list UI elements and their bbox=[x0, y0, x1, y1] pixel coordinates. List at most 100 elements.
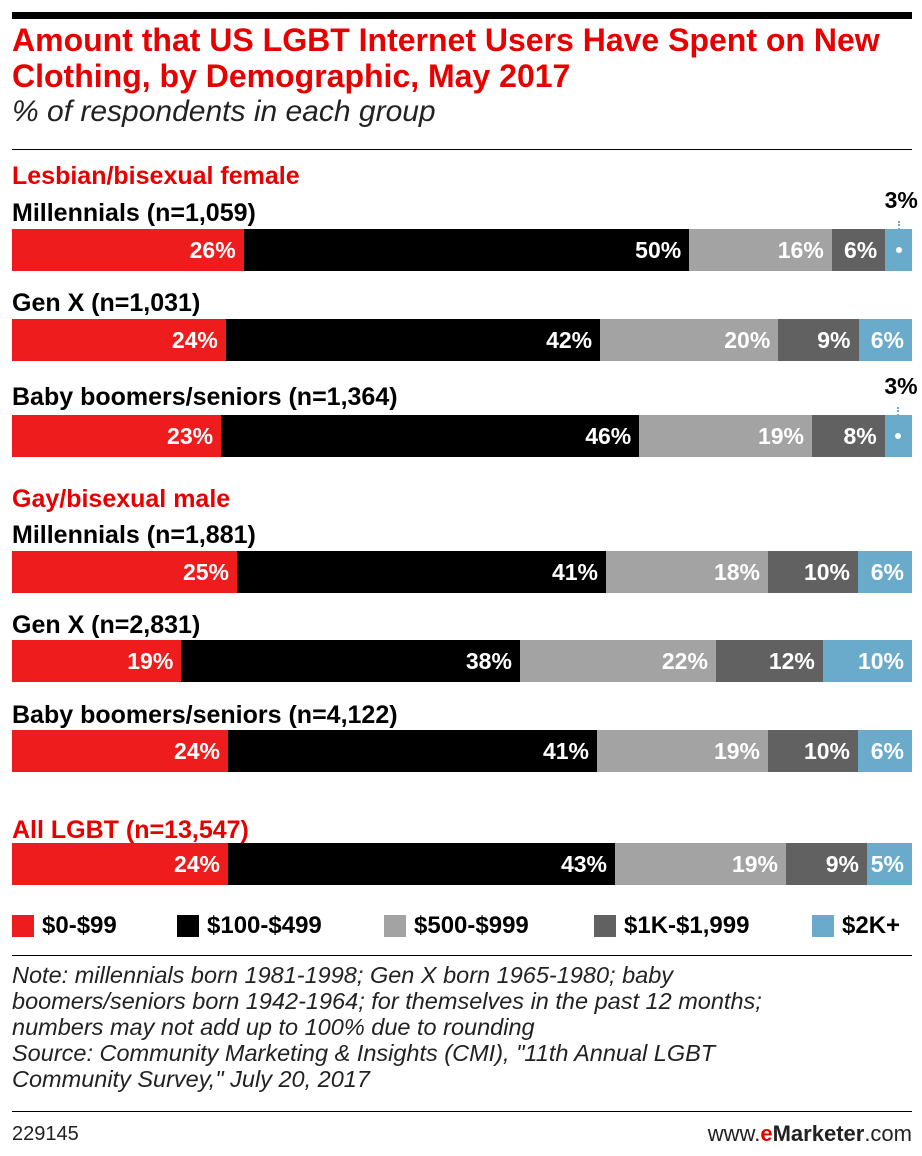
data-label: 24% bbox=[173, 738, 220, 764]
stacked-bar: 24% 42% 20% 9% 6% bbox=[12, 319, 912, 361]
data-label: 10% bbox=[803, 559, 850, 585]
label-leader bbox=[897, 407, 900, 427]
legend-swatch bbox=[384, 915, 406, 937]
legend-item: $100-$499 bbox=[177, 909, 322, 943]
stacked-bar: 24% 41% 19% 10% 6% bbox=[12, 730, 912, 772]
row-label: Gen X (n=1,031) bbox=[12, 289, 201, 317]
row-label: Baby boomers/seniors (n=4,122) bbox=[12, 701, 398, 729]
brand-suffix: .com bbox=[864, 1121, 912, 1146]
data-label: 25% bbox=[182, 559, 229, 585]
data-label: 43% bbox=[560, 851, 607, 877]
data-label: 10% bbox=[857, 648, 904, 674]
data-label: 42% bbox=[546, 327, 593, 353]
data-label: 9% bbox=[817, 327, 851, 353]
bar-segment: 6% bbox=[858, 730, 912, 772]
bar-segment: 16% bbox=[689, 229, 832, 271]
bar-segment: 22% bbox=[519, 640, 716, 682]
data-label: 16% bbox=[777, 237, 824, 263]
data-label: 5% bbox=[870, 851, 904, 877]
legend-label: $2K+ bbox=[842, 912, 901, 939]
bar-segment: 12% bbox=[715, 640, 823, 682]
data-label: 41% bbox=[551, 559, 598, 585]
row-label: Millennials (n=1,059) bbox=[12, 199, 256, 227]
emarketer-logo[interactable]: www.eMarketer.com bbox=[708, 1121, 912, 1147]
data-label: 6% bbox=[844, 237, 878, 263]
label-leader-dot bbox=[895, 433, 902, 439]
bar-segment: 8% bbox=[812, 415, 885, 457]
bar-segment: 10% bbox=[822, 640, 912, 682]
data-label: 8% bbox=[843, 423, 877, 449]
group-label: Lesbian/bisexual female bbox=[12, 162, 300, 190]
bar-segment: 38% bbox=[181, 640, 520, 682]
data-label: 24% bbox=[173, 851, 220, 877]
brand-marketer: Marketer bbox=[772, 1121, 865, 1146]
legend-swatch bbox=[812, 915, 834, 937]
data-label: 46% bbox=[585, 423, 632, 449]
data-label: 19% bbox=[127, 648, 174, 674]
stacked-bar: 23% 46% 19% 8% 3% bbox=[12, 373, 918, 457]
bar-segment: 5% bbox=[867, 843, 912, 885]
bar-segment: 43% bbox=[228, 843, 615, 885]
note-line: Community Survey," July 20, 2017 bbox=[12, 1066, 370, 1092]
data-label: 24% bbox=[171, 327, 218, 353]
legend-swatch bbox=[177, 915, 199, 937]
label-leader-dot bbox=[895, 247, 902, 253]
data-label: 6% bbox=[870, 327, 904, 353]
header-divider bbox=[12, 149, 912, 150]
data-label: 12% bbox=[768, 648, 815, 674]
bar-segment: 6% bbox=[858, 551, 912, 593]
bar-segment: 41% bbox=[228, 730, 597, 772]
legend-item: $2K+ bbox=[812, 909, 900, 943]
bar-segment: 41% bbox=[237, 551, 606, 593]
data-label: 23% bbox=[167, 423, 214, 449]
bar-segment: 9% bbox=[778, 319, 859, 361]
group-label: Gay/bisexual male bbox=[12, 485, 231, 513]
chart-note: Note: millennials born 1981-1998; Gen X … bbox=[12, 962, 912, 1092]
chart-id: 229145 bbox=[12, 1123, 79, 1145]
bar-segment: 9% bbox=[786, 843, 867, 885]
stacked-bar: 19% 38% 22% 12% 10% bbox=[12, 640, 912, 682]
bar-segment: 46% bbox=[221, 415, 640, 457]
stacked-bar: 25% 41% 18% 10% 6% bbox=[12, 551, 912, 593]
legend-label: $1K-$1,999 bbox=[624, 912, 750, 939]
data-label: 19% bbox=[713, 738, 760, 764]
bar-segment: 6% bbox=[831, 229, 886, 271]
row-label: Baby boomers/seniors (n=1,364) bbox=[12, 383, 398, 411]
bar-segment: 24% bbox=[12, 843, 228, 885]
bar-segment: 10% bbox=[768, 730, 858, 772]
bar-segment: 23% bbox=[12, 415, 222, 457]
data-label: 9% bbox=[825, 851, 859, 877]
bar-segment: 24% bbox=[12, 319, 226, 361]
bar-segment: 26% bbox=[12, 229, 244, 271]
chart-legend: $0-$99 $100-$499 $500-$999 $1K-$1,999 $2K+ bbox=[12, 909, 912, 943]
brand-prefix: www. bbox=[707, 1121, 761, 1146]
note-line: boomers/seniors born 1942-1964; for them… bbox=[12, 988, 762, 1014]
footer-divider bbox=[12, 1111, 912, 1112]
data-label: 20% bbox=[724, 327, 771, 353]
legend-item: $1K-$1,999 bbox=[594, 909, 749, 943]
legend-swatch bbox=[12, 915, 34, 937]
data-label: 18% bbox=[713, 559, 760, 585]
chart-subtitle: % of respondents in each group bbox=[12, 95, 436, 128]
data-label: 10% bbox=[803, 738, 850, 764]
bar-segment: 25% bbox=[12, 551, 237, 593]
note-line: Note: millennials born 1981-1998; Gen X … bbox=[12, 962, 674, 988]
data-label: 22% bbox=[661, 648, 708, 674]
note-line: Source: Community Marketing & Insights (… bbox=[12, 1040, 716, 1066]
legend-label: $0-$99 bbox=[42, 912, 117, 939]
data-label: 38% bbox=[465, 648, 512, 674]
group-label: All LGBT (n=13,547) bbox=[12, 816, 249, 844]
data-label: 19% bbox=[731, 851, 778, 877]
brand-e: e bbox=[760, 1121, 773, 1146]
stacked-bar: 24% 43% 19% 9% 5% bbox=[12, 843, 912, 885]
note-line: numbers may not add up to 100% due to ro… bbox=[12, 1014, 535, 1040]
row-label: Gen X (n=2,831) bbox=[12, 611, 201, 639]
bar-segment: 6% bbox=[858, 319, 912, 361]
bar-segment: 19% bbox=[12, 640, 182, 682]
data-label: 26% bbox=[189, 237, 236, 263]
data-label: 3% bbox=[884, 373, 918, 399]
legend-item: $500-$999 bbox=[384, 909, 529, 943]
bar-segment: 24% bbox=[12, 730, 228, 772]
bar-segment: 20% bbox=[600, 319, 779, 361]
legend-label: $100-$499 bbox=[207, 912, 322, 939]
